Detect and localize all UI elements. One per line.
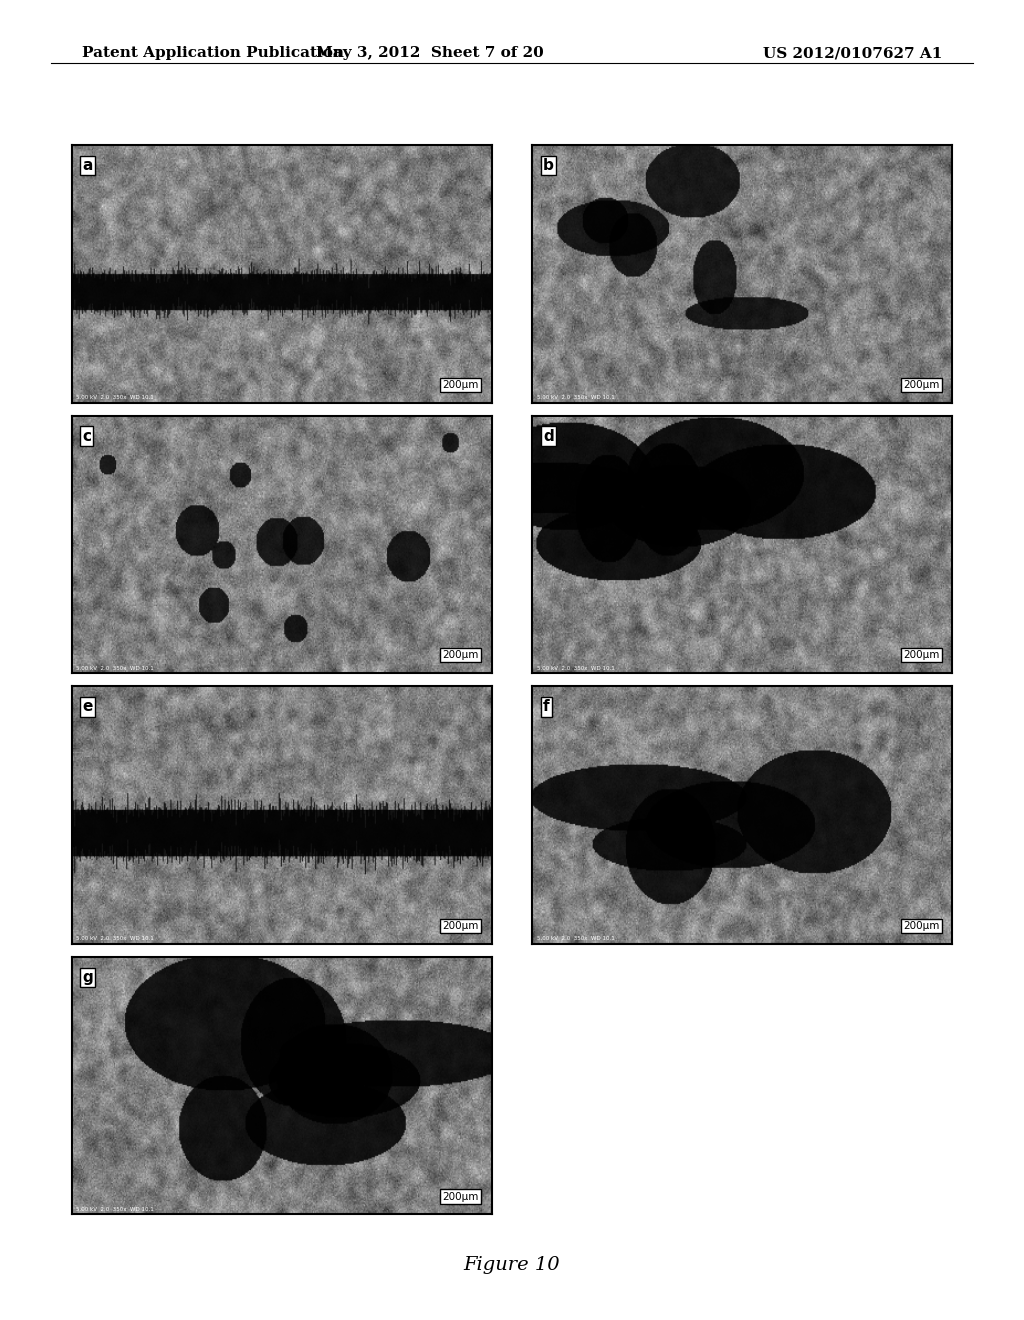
Text: 5.00 kV  2.0  350x  WD 10.1: 5.00 kV 2.0 350x WD 10.1 [537, 665, 614, 671]
Text: 5.00 kV  2.0  350x  WD 10.1: 5.00 kV 2.0 350x WD 10.1 [537, 936, 614, 941]
Text: 5.00 kV  2.0  350x  WD 10.1: 5.00 kV 2.0 350x WD 10.1 [76, 665, 154, 671]
Text: 5.00 kV  2.0  350x  WD 10.1: 5.00 kV 2.0 350x WD 10.1 [76, 936, 154, 941]
Text: US 2012/0107627 A1: US 2012/0107627 A1 [763, 46, 942, 61]
Text: 200μm: 200μm [442, 1192, 479, 1201]
Text: c: c [82, 429, 91, 444]
Text: 5.00 kV  2.0  350x  WD 10.1: 5.00 kV 2.0 350x WD 10.1 [76, 1206, 154, 1212]
Text: 200μm: 200μm [903, 921, 940, 931]
Text: 200μm: 200μm [903, 380, 940, 389]
Text: 200μm: 200μm [442, 921, 479, 931]
Text: g: g [82, 970, 93, 985]
Text: Patent Application Publication: Patent Application Publication [82, 46, 344, 61]
Text: Figure 10: Figure 10 [464, 1255, 560, 1274]
Text: f: f [543, 700, 550, 714]
Text: 200μm: 200μm [442, 380, 479, 389]
Text: May 3, 2012  Sheet 7 of 20: May 3, 2012 Sheet 7 of 20 [316, 46, 544, 61]
Text: d: d [543, 429, 554, 444]
Text: 200μm: 200μm [442, 651, 479, 660]
Text: 5.00 kV  2.0  350x  WD 10.1: 5.00 kV 2.0 350x WD 10.1 [537, 395, 614, 400]
Text: e: e [82, 700, 92, 714]
Text: b: b [543, 158, 554, 173]
Text: 5.00 kV  2.0  350x  WD 10.1: 5.00 kV 2.0 350x WD 10.1 [76, 395, 154, 400]
Text: a: a [82, 158, 92, 173]
Text: 200μm: 200μm [903, 651, 940, 660]
